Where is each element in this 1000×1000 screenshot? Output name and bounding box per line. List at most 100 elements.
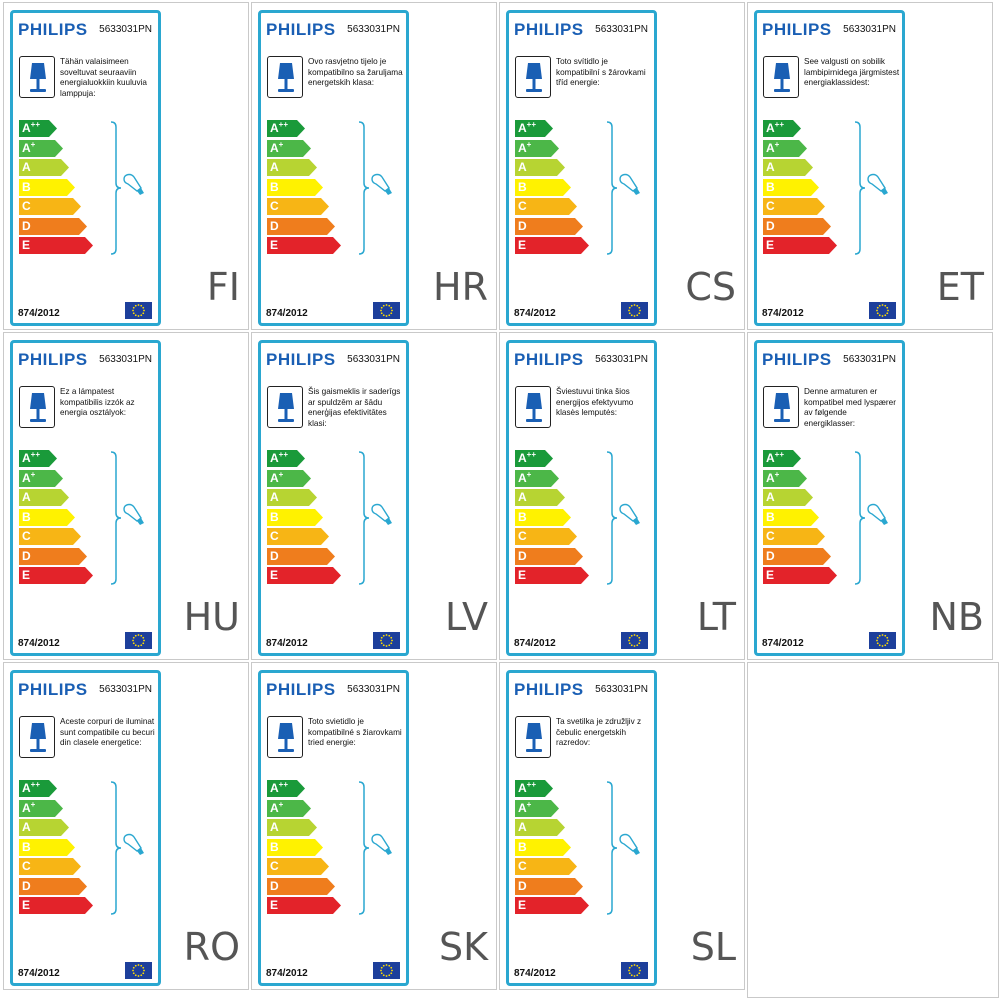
energy-class-arrow: A+ (19, 469, 64, 487)
energy-class-scale: A++ A+ A B C D E (19, 450, 94, 587)
class-range-bracket (606, 781, 618, 920)
energy-class-arrow: A++ (763, 120, 802, 137)
energy-class-letter: A (518, 489, 527, 506)
label-cell: PHILIPS 5633031PN Šis gaismeklis ir saderī… (251, 332, 497, 660)
energy-class-arrow: D (19, 547, 88, 565)
class-letter: D (22, 218, 31, 233)
regulation-number: 874/2012 (514, 638, 556, 649)
energy-class-letter: C (766, 528, 775, 545)
brand-logo: PHILIPS (18, 680, 88, 699)
energy-class-arrow: B (763, 178, 820, 196)
class-letter: D (270, 218, 279, 233)
table-lamp-icon (19, 716, 55, 758)
regulation-number: 874/2012 (18, 308, 60, 319)
energy-class-letter: A++ (22, 450, 40, 467)
class-letter: A (766, 490, 775, 504)
regulation-number: 874/2012 (266, 968, 308, 979)
label-cell: PHILIPS 5633031PN Ta svetilka je združljiv… (499, 662, 745, 990)
class-letter: A (766, 140, 775, 155)
class-letter: B (22, 839, 31, 854)
energy-class-arrow: B (267, 178, 324, 196)
compatibility-text: Aceste corpuri de iluminat sunt compatib… (60, 717, 155, 747)
class-letter: A (270, 781, 279, 795)
class-letter: C (766, 529, 775, 543)
energy-class-letter: C (270, 858, 279, 875)
energy-class-arrow: C (267, 198, 330, 215)
energy-class-letter: A+ (22, 470, 35, 487)
energy-class-letter: A (22, 819, 31, 836)
energy-class-letter: D (270, 218, 279, 235)
energy-class-letter: A++ (270, 120, 288, 137)
class-letter: A (270, 121, 279, 135)
class-range-bracket (606, 121, 618, 260)
energy-class-arrow: A+ (267, 799, 312, 817)
energy-class-scale: A++ A+ A B C D E (763, 120, 838, 257)
table-lamp-icon (267, 56, 303, 98)
energy-class-arrow: A++ (19, 450, 58, 467)
energy-label: PHILIPS 5633031PN Toto svítidlo je kompati… (506, 10, 657, 326)
energy-class-arrow: D (19, 217, 88, 235)
regulation-number: 874/2012 (514, 968, 556, 979)
light-bulb-icon (617, 173, 641, 204)
energy-class-letter: D (518, 878, 527, 895)
class-letter: B (518, 839, 527, 854)
energy-class-arrow: C (515, 528, 578, 545)
energy-class-letter: E (270, 567, 278, 584)
energy-class-letter: A (270, 159, 279, 176)
energy-class-arrow: A+ (267, 469, 312, 487)
table-lamp-icon (515, 56, 551, 98)
class-letter: A (766, 121, 775, 135)
class-letter: D (518, 878, 527, 893)
energy-class-letter: A+ (518, 800, 531, 817)
class-letter: A (22, 781, 31, 795)
energy-class-arrow: B (515, 178, 572, 196)
class-plus: ++ (526, 450, 537, 459)
energy-class-letter: A+ (518, 140, 531, 157)
energy-class-arrow: A (19, 819, 70, 836)
energy-class-letter: A++ (766, 120, 784, 137)
energy-class-letter: A (22, 489, 31, 506)
energy-class-arrow: A+ (267, 139, 312, 157)
class-plus: ++ (774, 450, 785, 459)
class-letter: A (22, 490, 31, 504)
compatibility-text: See valgusti on sobilik lambipirnidega j… (804, 57, 900, 87)
brand-logo: PHILIPS (266, 20, 336, 39)
class-letter: D (22, 878, 31, 893)
model-number: 5633031PN (347, 354, 400, 365)
energy-class-arrow: A+ (19, 799, 64, 817)
class-letter: B (518, 509, 527, 524)
energy-class-arrow: E (515, 237, 590, 254)
class-plus: + (30, 799, 36, 809)
class-plus: ++ (526, 780, 537, 789)
class-plus: ++ (774, 120, 785, 129)
brand-logo: PHILIPS (18, 350, 88, 369)
energy-class-letter: A++ (270, 450, 288, 467)
energy-label: PHILIPS 5633031PN Tähän valaisimeen sovelt… (10, 10, 161, 326)
energy-class-letter: A (270, 489, 279, 506)
class-range-bracket (110, 781, 122, 920)
energy-class-scale: A++ A+ A B C D E (267, 120, 342, 257)
class-letter: E (518, 898, 527, 912)
energy-class-letter: D (22, 218, 31, 235)
model-number: 5633031PN (99, 354, 152, 365)
class-letter: E (270, 568, 279, 582)
class-letter: B (270, 839, 279, 854)
energy-class-letter: A+ (270, 140, 283, 157)
energy-class-arrow: A (267, 159, 318, 176)
energy-class-letter: A++ (22, 120, 40, 137)
class-letter: E (22, 568, 31, 582)
brand-logo: PHILIPS (514, 350, 584, 369)
class-letter: A (518, 470, 527, 485)
table-lamp-icon (267, 386, 303, 428)
class-letter: D (766, 218, 775, 233)
energy-class-letter: A+ (518, 470, 531, 487)
model-number: 5633031PN (347, 684, 400, 695)
energy-class-letter: A (766, 489, 775, 506)
eu-flag-icon (621, 632, 648, 649)
class-letter: E (518, 568, 527, 582)
energy-class-letter: B (766, 509, 775, 526)
energy-class-letter: A+ (270, 800, 283, 817)
class-letter: A (22, 451, 31, 465)
energy-class-arrow: D (267, 877, 336, 895)
